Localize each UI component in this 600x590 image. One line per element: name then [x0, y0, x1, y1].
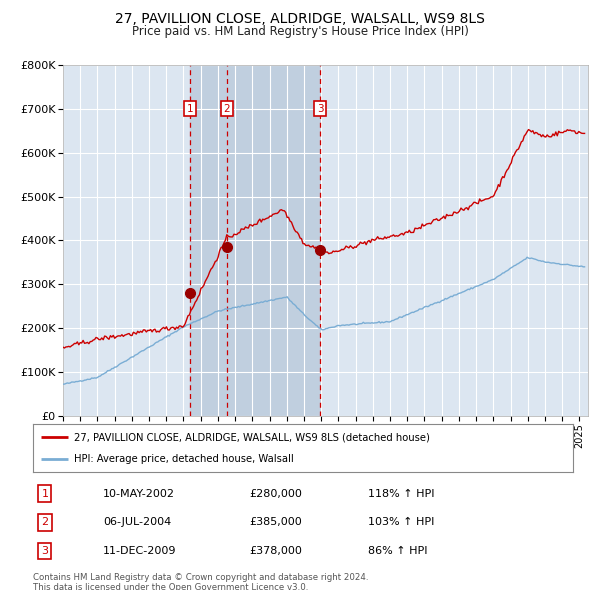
Text: 27, PAVILLION CLOSE, ALDRIDGE, WALSALL, WS9 8LS (detached house): 27, PAVILLION CLOSE, ALDRIDGE, WALSALL, …	[74, 432, 430, 442]
Text: 27, PAVILLION CLOSE, ALDRIDGE, WALSALL, WS9 8LS: 27, PAVILLION CLOSE, ALDRIDGE, WALSALL, …	[115, 12, 485, 26]
Text: This data is licensed under the Open Government Licence v3.0.: This data is licensed under the Open Gov…	[33, 583, 308, 590]
Text: 1: 1	[187, 104, 193, 114]
Text: £385,000: £385,000	[249, 517, 302, 527]
Text: £280,000: £280,000	[249, 489, 302, 499]
Text: HPI: Average price, detached house, Walsall: HPI: Average price, detached house, Wals…	[74, 454, 293, 464]
Text: 3: 3	[317, 104, 323, 114]
Text: 3: 3	[41, 546, 49, 556]
Text: 86% ↑ HPI: 86% ↑ HPI	[368, 546, 427, 556]
Text: 11-DEC-2009: 11-DEC-2009	[103, 546, 176, 556]
Bar	[190, 65, 227, 416]
Text: 1: 1	[41, 489, 49, 499]
Text: Contains HM Land Registry data © Crown copyright and database right 2024.: Contains HM Land Registry data © Crown c…	[33, 573, 368, 582]
Text: 103% ↑ HPI: 103% ↑ HPI	[368, 517, 434, 527]
Text: 118% ↑ HPI: 118% ↑ HPI	[368, 489, 434, 499]
Text: 2: 2	[223, 104, 230, 114]
Text: 06-JUL-2004: 06-JUL-2004	[103, 517, 172, 527]
Bar	[227, 65, 320, 416]
Text: 10-MAY-2002: 10-MAY-2002	[103, 489, 175, 499]
Text: £378,000: £378,000	[249, 546, 302, 556]
Text: 2: 2	[41, 517, 49, 527]
Text: Price paid vs. HM Land Registry's House Price Index (HPI): Price paid vs. HM Land Registry's House …	[131, 25, 469, 38]
